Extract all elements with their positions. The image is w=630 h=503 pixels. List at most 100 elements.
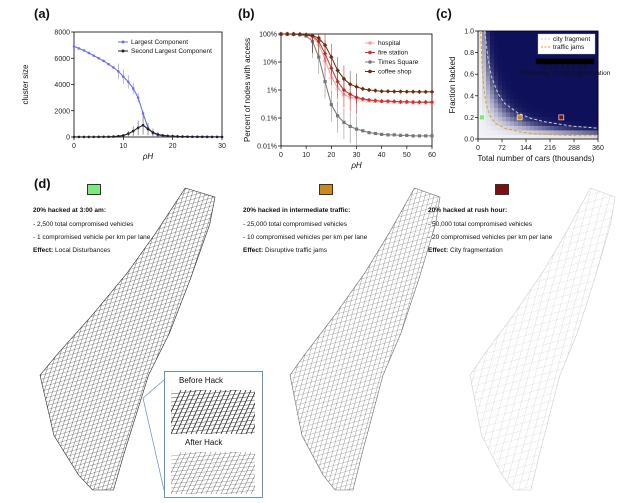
heatmap-cell bbox=[510, 35, 515, 41]
x-tick-label: 10 bbox=[302, 152, 310, 159]
data-point bbox=[398, 89, 403, 94]
heatmap-cell bbox=[550, 134, 555, 140]
heatmap-cell bbox=[530, 121, 535, 126]
heatmap-cell bbox=[514, 40, 519, 45]
heatmap-cell bbox=[494, 71, 499, 77]
heatmap-cell bbox=[562, 98, 567, 104]
street-line bbox=[290, 331, 440, 385]
heatmap-cell bbox=[522, 85, 527, 90]
heatmap-cell bbox=[542, 103, 547, 108]
scenario-text-2: 20% hacked in intermediate traffic: - 25… bbox=[243, 206, 423, 255]
heatmap-cell bbox=[494, 130, 499, 135]
data-point bbox=[181, 135, 184, 138]
heatmap-cell bbox=[542, 121, 547, 126]
heatmap-cell bbox=[554, 116, 559, 122]
heatmap-cell bbox=[566, 67, 571, 72]
heatmap-cell bbox=[506, 116, 511, 122]
data-point bbox=[285, 31, 290, 37]
heatmap-cell bbox=[550, 98, 555, 104]
street-line bbox=[20, 115, 235, 176]
heatmap-cell bbox=[486, 107, 491, 113]
heatmap-cell bbox=[546, 31, 551, 36]
street-line bbox=[97, 188, 195, 490]
heatmap-cell bbox=[586, 31, 591, 36]
detail-street bbox=[245, 474, 255, 494]
street-line bbox=[290, 188, 356, 490]
heatmap-cell bbox=[486, 40, 491, 45]
heatmap-cell bbox=[534, 125, 539, 131]
heatmap-cell bbox=[522, 98, 527, 104]
street-line bbox=[40, 188, 215, 189]
heatmap-cell bbox=[526, 121, 531, 126]
heatmap-cell bbox=[502, 107, 507, 113]
heatmap-cell bbox=[582, 89, 587, 95]
heatmap-cell bbox=[562, 71, 567, 77]
street-line bbox=[40, 303, 215, 366]
heatmap-cell bbox=[570, 134, 575, 140]
street-line bbox=[470, 399, 615, 451]
detail-street bbox=[225, 452, 247, 494]
street-line bbox=[290, 188, 347, 490]
heatmap-cell bbox=[570, 80, 575, 86]
heatmap-cell bbox=[498, 107, 503, 113]
heatmap-cell bbox=[578, 121, 583, 126]
street-line bbox=[290, 256, 440, 310]
heatmap-cell bbox=[558, 94, 563, 99]
heatmap-cell bbox=[574, 134, 579, 140]
street-line bbox=[566, 188, 615, 490]
street-line bbox=[317, 188, 401, 490]
street-line bbox=[613, 188, 615, 490]
street-line bbox=[470, 319, 615, 371]
street-line bbox=[470, 363, 615, 415]
heatmap-cell bbox=[550, 89, 555, 95]
heatmap-cell bbox=[514, 121, 519, 126]
street-line bbox=[46, 188, 144, 490]
heatmap-cell bbox=[498, 44, 503, 50]
heatmap-cell bbox=[562, 134, 567, 140]
data-point bbox=[373, 88, 378, 93]
street-line bbox=[270, 116, 460, 169]
scenario-marker-3 bbox=[558, 114, 565, 121]
heatmap-cell bbox=[594, 134, 599, 140]
heatmap-cell bbox=[510, 130, 515, 135]
street-line bbox=[290, 188, 440, 220]
heatmap-cell bbox=[570, 116, 575, 122]
heatmap-cell bbox=[502, 125, 507, 131]
heatmap-cell bbox=[574, 31, 579, 36]
heatmap-cell bbox=[494, 116, 499, 122]
street-line bbox=[290, 444, 440, 490]
heatmap-cell bbox=[518, 35, 523, 41]
heatmap-cell bbox=[538, 67, 543, 72]
heatmap-cell bbox=[490, 94, 495, 99]
heatmap-cell bbox=[490, 116, 495, 122]
y-tick-label: 1% bbox=[267, 88, 277, 95]
heatmap-cell bbox=[550, 112, 555, 117]
heatmap-cell bbox=[502, 112, 507, 117]
detail-street bbox=[171, 390, 241, 399]
heatmap-cell bbox=[530, 94, 535, 99]
heatmap-cell bbox=[506, 58, 511, 63]
heatmap-cell bbox=[558, 98, 563, 104]
heatmap-cell bbox=[514, 107, 519, 113]
detail-street bbox=[235, 453, 255, 494]
street-line bbox=[290, 251, 440, 305]
street-line bbox=[290, 345, 440, 399]
heatmap-cell bbox=[558, 53, 563, 59]
heatmap-cell bbox=[562, 80, 567, 86]
street-line bbox=[358, 188, 440, 490]
heatmap-cell bbox=[546, 67, 551, 72]
x-tick-label: 288 bbox=[568, 145, 580, 152]
heatmap-cell bbox=[514, 31, 519, 36]
heatmap-cell bbox=[490, 112, 495, 117]
heatmap-cell bbox=[486, 121, 491, 126]
heatmap-cell bbox=[494, 76, 499, 81]
street-line bbox=[525, 188, 606, 490]
street-line bbox=[290, 439, 440, 490]
heatmap-cell bbox=[514, 80, 519, 86]
scenario-text-1: 20% hacked at 3:00 am: - 2,500 total com… bbox=[33, 206, 193, 255]
heatmap-cell bbox=[534, 85, 539, 90]
street-line bbox=[40, 299, 215, 362]
street-line bbox=[40, 188, 110, 490]
heatmap-cell bbox=[490, 134, 495, 140]
